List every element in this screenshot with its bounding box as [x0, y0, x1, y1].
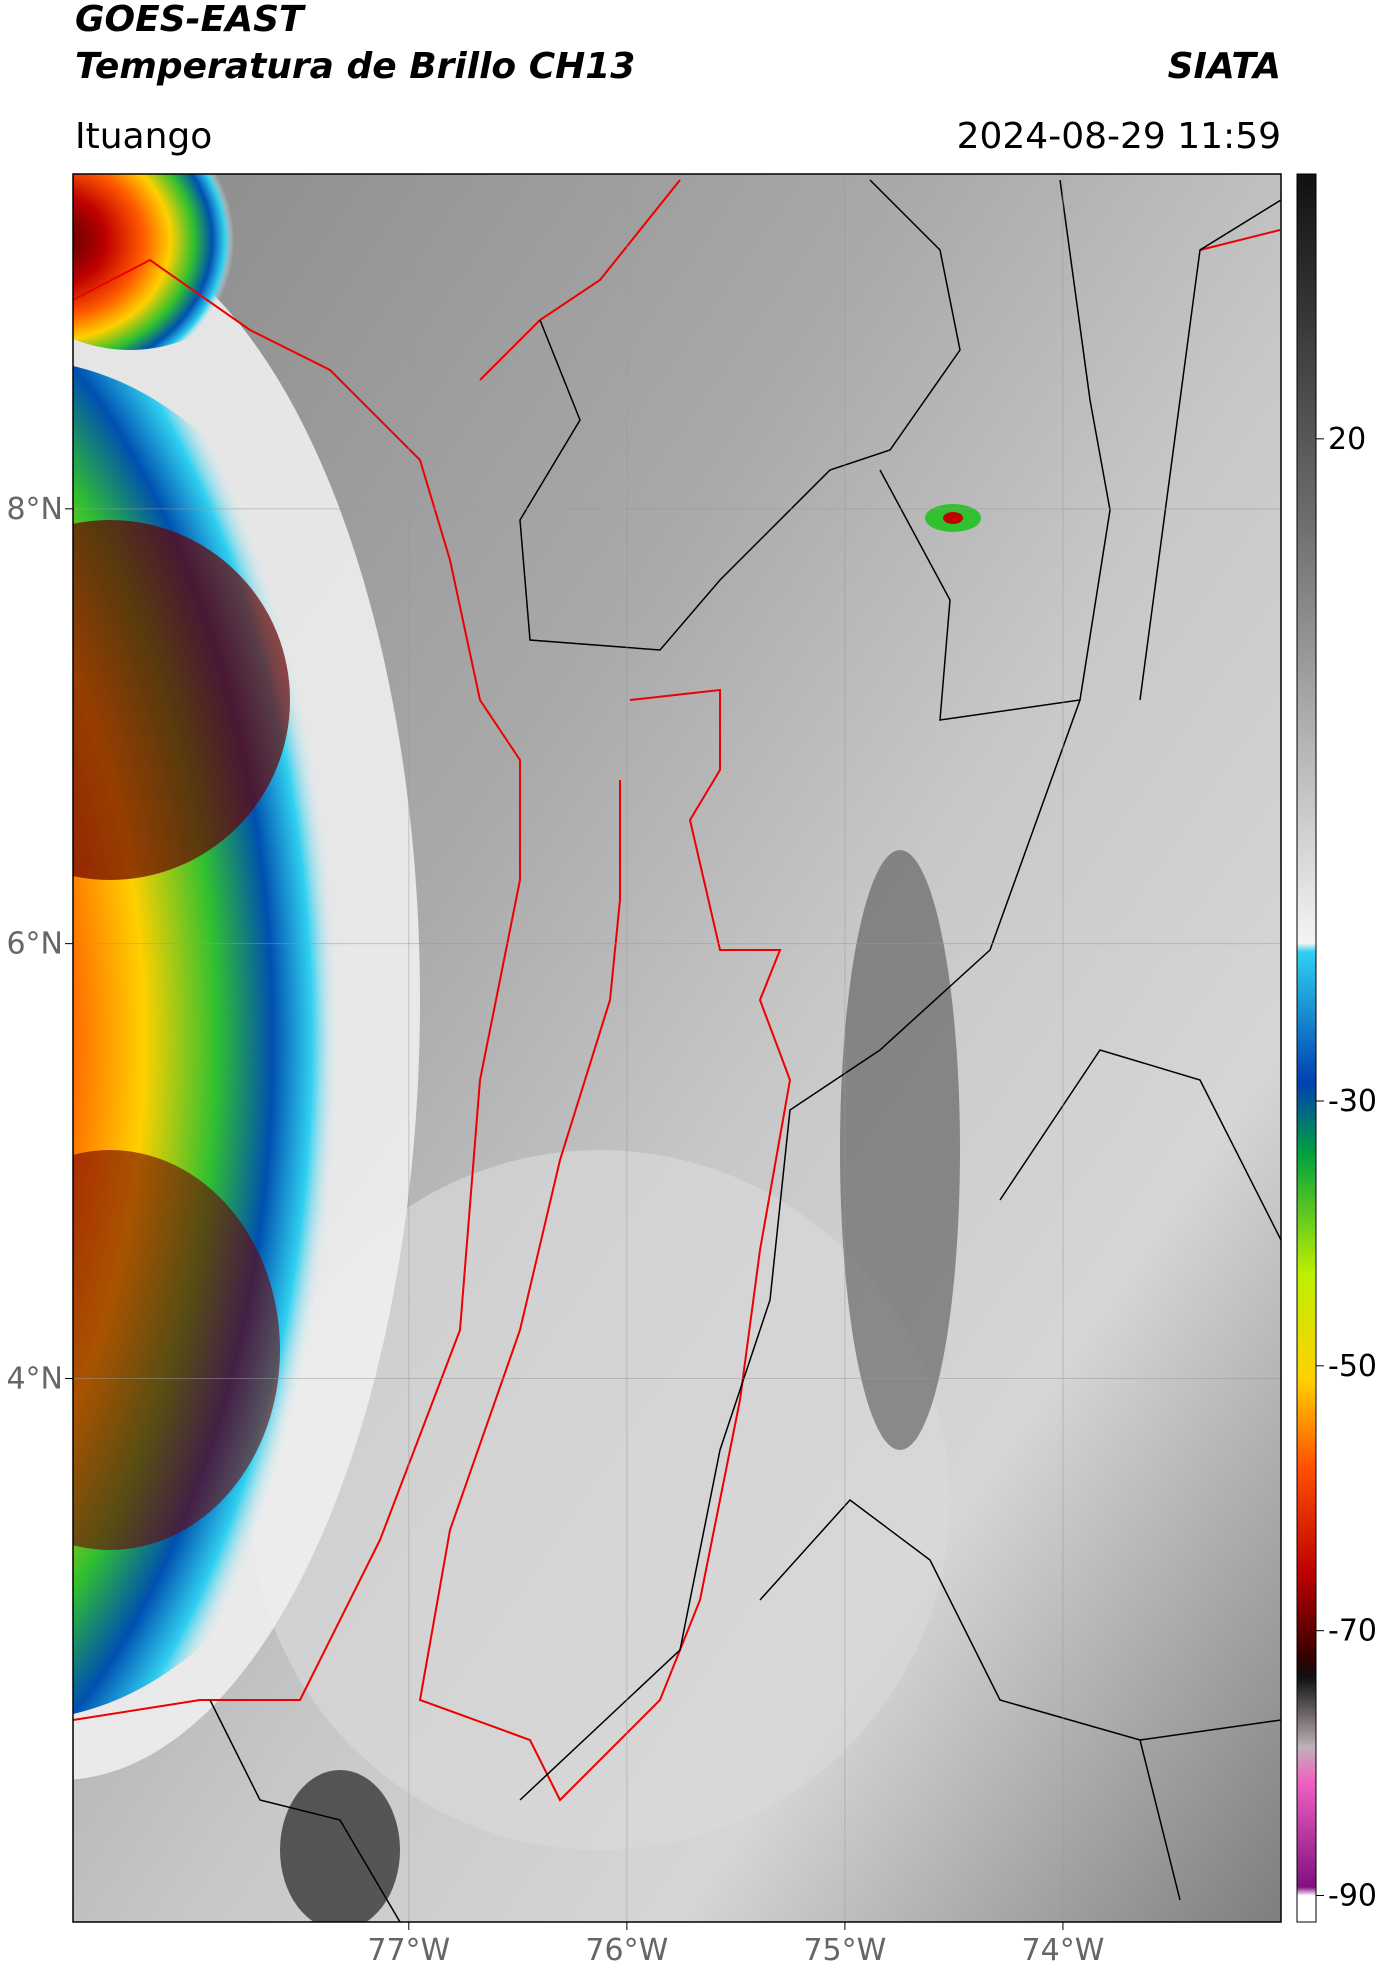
- colorbar: [1296, 173, 1317, 1923]
- colorbar-label: -70: [1328, 1614, 1377, 1649]
- title: GOES-EAST: [75, 0, 306, 40]
- x-tick-label: 76°W: [585, 1933, 668, 1968]
- source: SIATA: [1168, 46, 1281, 87]
- subtitle: Temperatura de Brillo CH13: [75, 46, 635, 87]
- map-frame: [72, 173, 1282, 1923]
- graticule: [73, 174, 1281, 1922]
- colorbar-label: -30: [1328, 1084, 1377, 1119]
- y-tick-label: 6°N: [6, 927, 63, 962]
- y-tick-label: 8°N: [6, 492, 63, 527]
- location: Ituango: [75, 116, 212, 157]
- y-tick-label: 4°N: [6, 1361, 63, 1396]
- x-tick-label: 77°W: [367, 1933, 450, 1968]
- colorbar-label: -50: [1328, 1349, 1377, 1384]
- datetime: 2024-08-29 11:59: [957, 116, 1281, 157]
- x-tick-label: 74°W: [1022, 1933, 1105, 1968]
- colorbar-label: 20: [1328, 422, 1366, 457]
- x-tick-label: 75°W: [803, 1933, 886, 1968]
- colorbar-label: -90: [1328, 1879, 1377, 1914]
- imagery: [73, 174, 1281, 1922]
